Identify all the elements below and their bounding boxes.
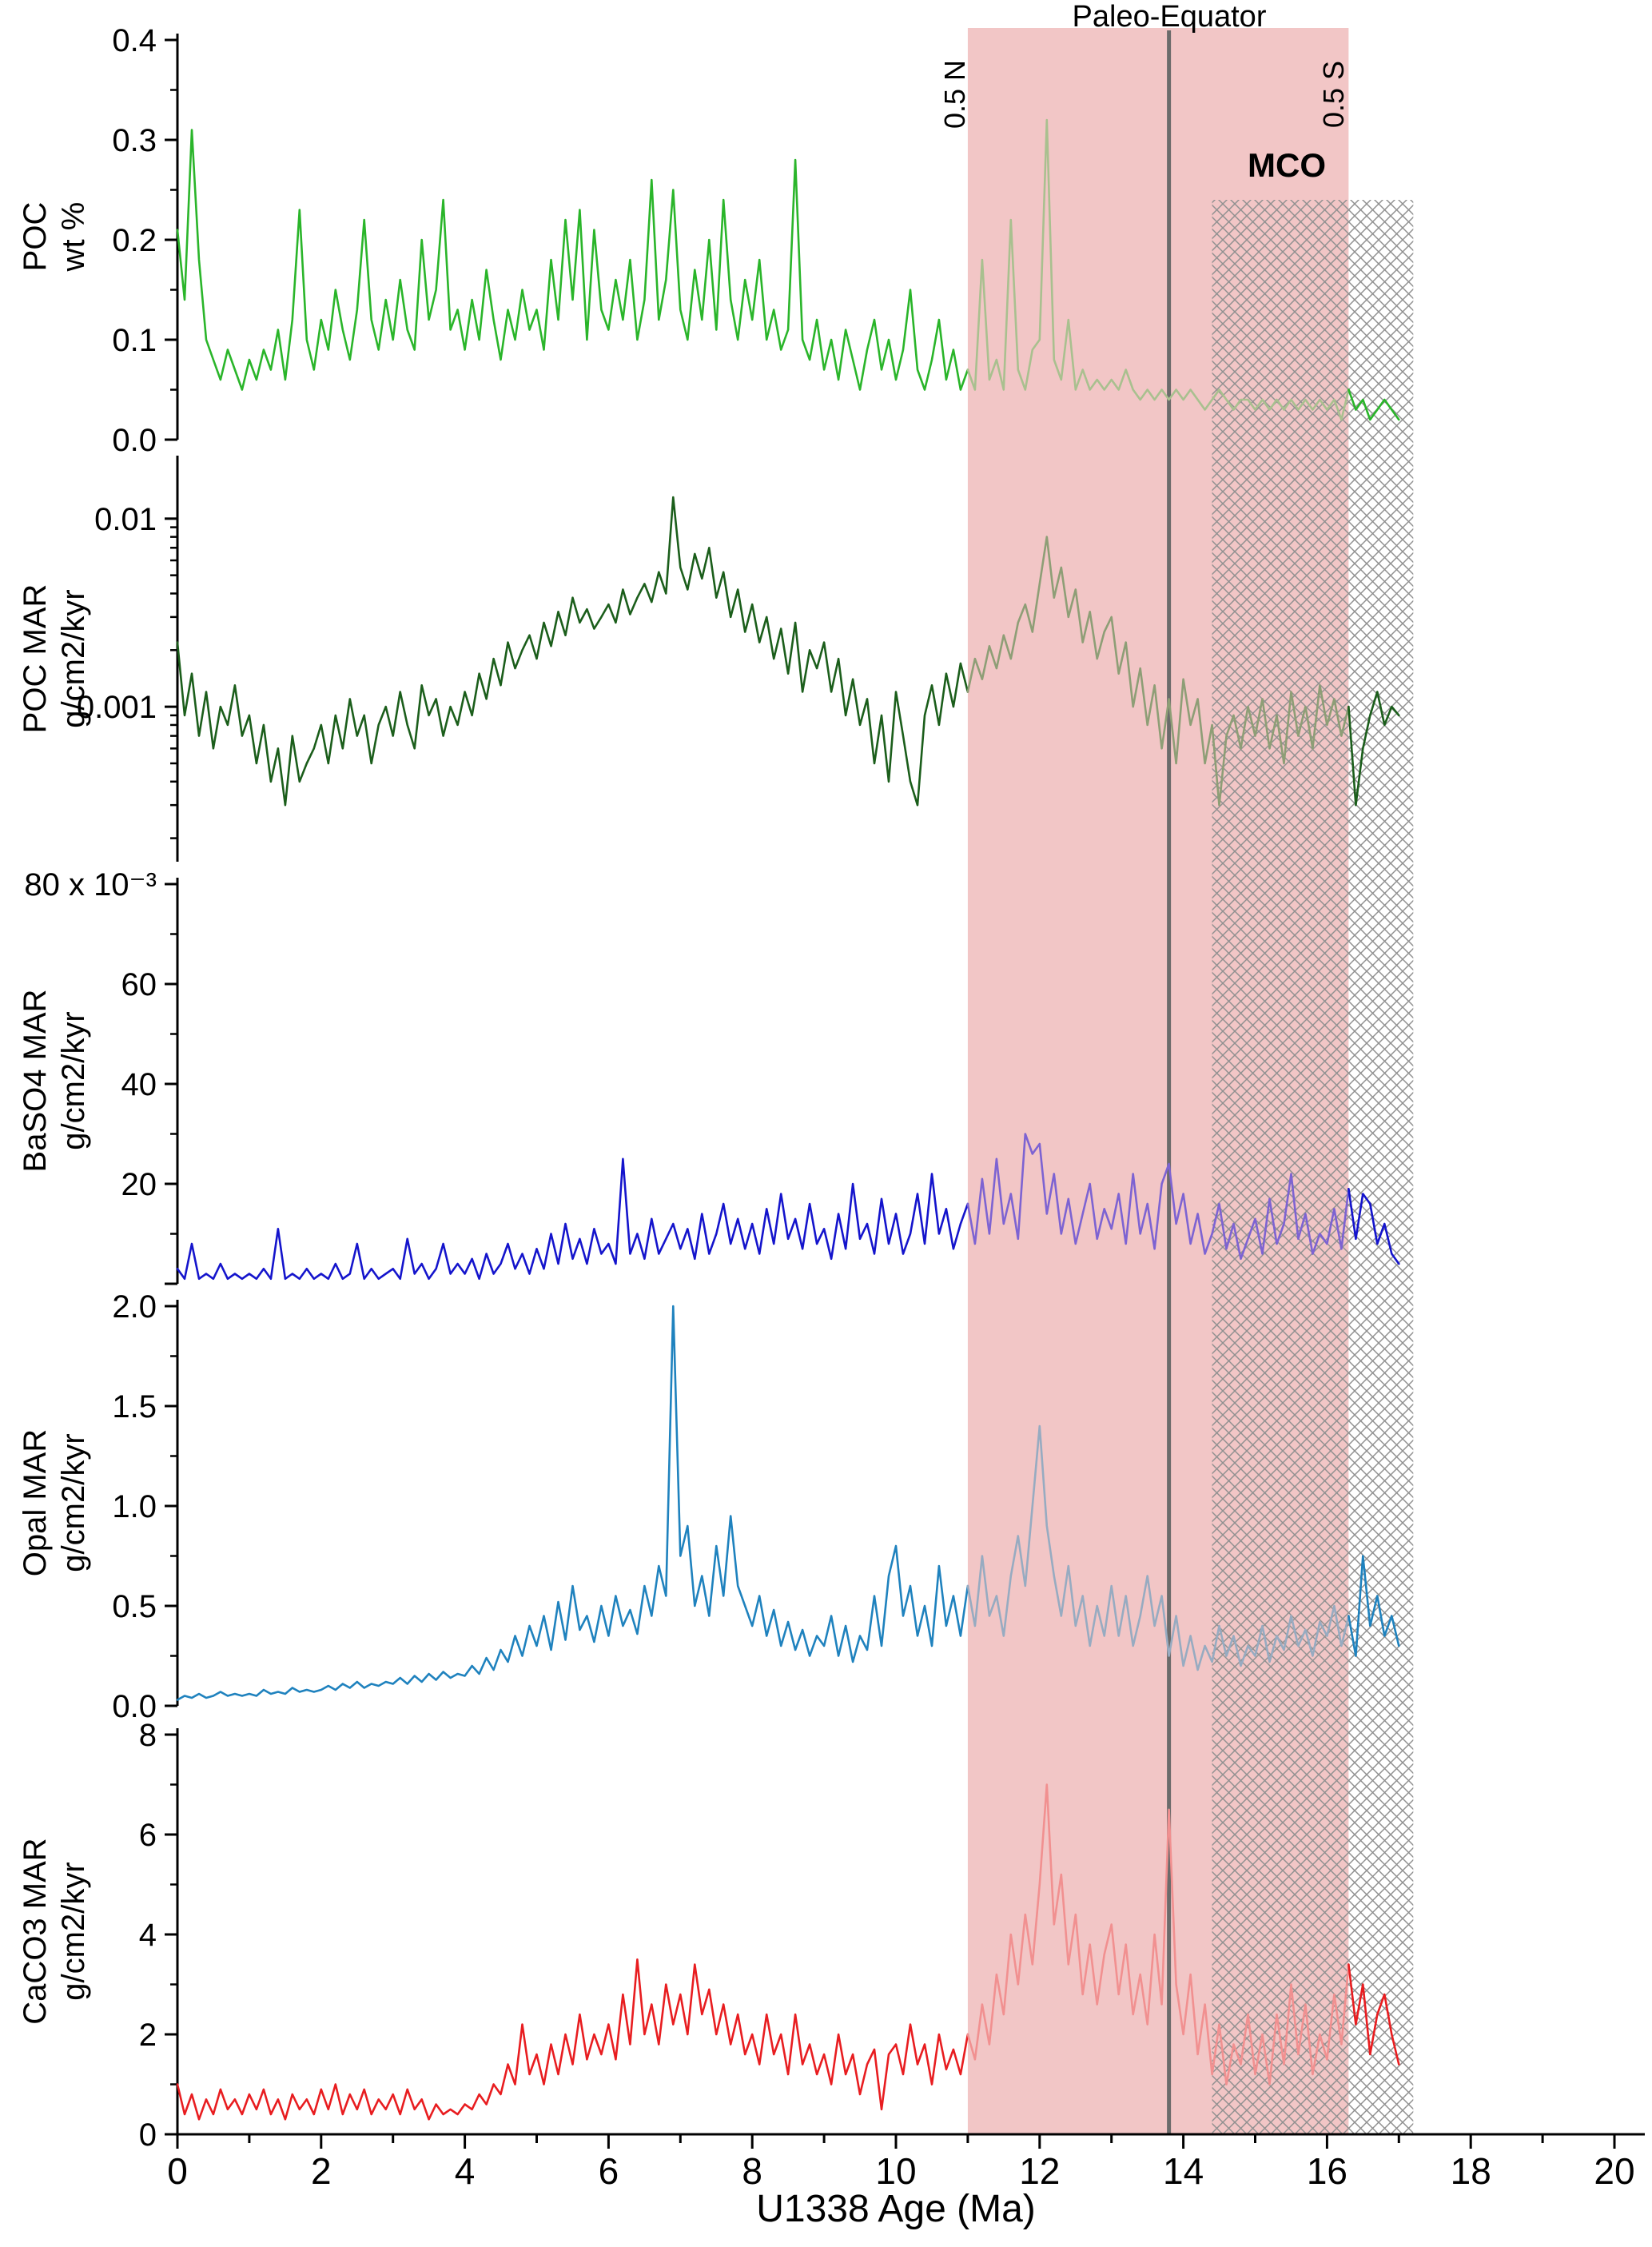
y-axis-title-caco3-mar: CaCO3 MAR g/cm2/kyr [16, 1723, 93, 2139]
panel-caco3-mar: 0 2 4 6 8 [139, 1718, 1400, 2153]
panel-poc-mar: 0.001 0.01 [77, 456, 1400, 862]
series-poc-mar [966, 536, 1350, 807]
y-axis-title-line2: g/cm2/kyr [56, 589, 91, 728]
series-opal-mar [1347, 1555, 1400, 1657]
y-axis-title-line1: Opal MAR [18, 1428, 53, 1577]
x-tick-label: 4 [455, 2150, 476, 2192]
band-south-label: 0.5 S [1317, 60, 1350, 129]
y-axis-title-line1: POC [18, 201, 53, 272]
panel-poc-wt: 0.0 0.1 0.2 0.3 0.4 [112, 23, 1400, 458]
x-tick-label: 2 [311, 2150, 332, 2192]
y-tick-label: 0.4 [112, 23, 157, 58]
x-tick-label: 6 [599, 2150, 619, 2192]
series-opal-mar [966, 1424, 1350, 1671]
series-caco3-mar [176, 1958, 969, 2121]
series-baso4-mar [176, 1157, 969, 1281]
y-tick-label: 6 [139, 1818, 157, 1853]
y-axis-title-opal-mar: Opal MAR g/cm2/kyr [16, 1295, 93, 1711]
y-axis-title-line2: wt % [56, 201, 91, 272]
panel-opal-mar: 0.0 0.5 1.0 1.5 2.0 [112, 1289, 1400, 1724]
y-tick-label: 0.001 [77, 690, 157, 725]
y-axis-title-line1: BaSO4 MAR [18, 989, 53, 1173]
y-tick-label: 0 [139, 2118, 157, 2153]
y-tick-label: 0.5 [112, 1589, 157, 1624]
y-axis-title-line1: POC MAR [18, 584, 53, 734]
y-tick-label: 0.01 [94, 502, 157, 537]
mco-label: MCO [1248, 146, 1326, 184]
paleo-equator-label: Paleo-Equator [1072, 0, 1267, 34]
y-axis-title-line2: g/cm2/kyr [56, 1433, 91, 1572]
x-tick-label: 12 [1019, 2150, 1060, 2192]
x-tick-label: 18 [1451, 2150, 1491, 2192]
series-poc-wt [1347, 388, 1400, 421]
series-caco3-mar [1347, 1963, 1400, 2066]
y-tick-label: 8 [139, 1718, 157, 1753]
y-axis-title-baso4-mar: BaSO4 MAR g/cm2/kyr [16, 873, 93, 1289]
y-tick-label: 40 [121, 1067, 157, 1102]
y-tick-label: 0.3 [112, 123, 157, 158]
y-tick-label: 4 [139, 1918, 157, 1953]
y-tick-label: 60 [121, 967, 157, 1002]
y-tick-label: 0.2 [112, 223, 157, 258]
series-baso4-mar [966, 1133, 1350, 1261]
series-poc-mar [1347, 691, 1400, 807]
x-tick-label: 20 [1594, 2150, 1634, 2192]
y-tick-label: 0.1 [112, 323, 157, 358]
series-baso4-mar [1347, 1188, 1400, 1265]
y-tick-label: 80 x 10⁻³ [24, 867, 157, 902]
series-opal-mar [176, 1305, 969, 1701]
y-tick-label: 2 [139, 2018, 157, 2053]
y-tick-label: 2.0 [112, 1289, 157, 1325]
y-axis-title-poc-wt: POC wt % [16, 29, 93, 444]
y-axis-title-line1: CaCO3 MAR [18, 1838, 53, 2025]
series-caco3-mar [966, 1783, 1350, 2086]
band-north-label: 0.5 N [938, 59, 971, 129]
x-axis-title: U1338 Age (Ma) [756, 2188, 1036, 2230]
x-tick-label: 0 [167, 2150, 188, 2192]
series-poc-wt [176, 129, 969, 391]
y-tick-label: 1.0 [112, 1489, 157, 1524]
mco-hatch-region [1212, 200, 1414, 2134]
x-tick-label: 14 [1163, 2150, 1204, 2192]
series-poc-mar [176, 496, 969, 807]
y-tick-label: 1.5 [112, 1389, 157, 1424]
y-tick-label: 20 [121, 1167, 157, 1202]
x-tick-label: 16 [1307, 2150, 1347, 2192]
x-tick-label: 10 [875, 2150, 916, 2192]
y-tick-label: 0.0 [112, 1689, 157, 1724]
x-tick-label: 8 [742, 2150, 762, 2192]
panel-baso4-mar: 20 40 60 80 x 10⁻³ [24, 867, 1400, 1285]
y-tick-label: 0.0 [112, 423, 157, 458]
y-axis-title-poc-mar: POC MAR g/cm2/kyr [16, 451, 93, 867]
y-axis-title-line2: g/cm2/kyr [56, 1862, 91, 2001]
series-poc-wt [966, 118, 1350, 421]
y-axis-title-line2: g/cm2/kyr [56, 1011, 91, 1150]
